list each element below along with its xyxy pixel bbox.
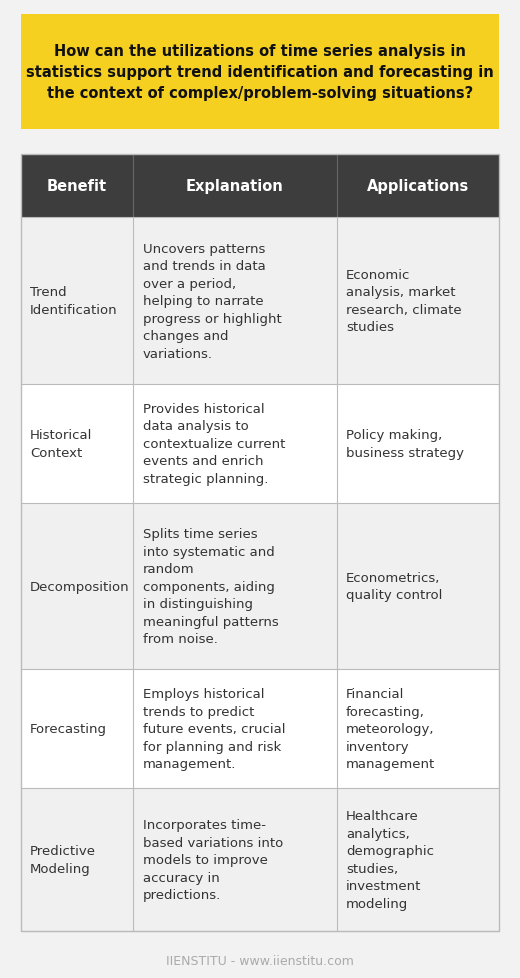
Text: Applications: Applications (367, 179, 469, 194)
Text: Economic
analysis, market
research, climate
studies: Economic analysis, market research, clim… (346, 269, 462, 334)
Text: Explanation: Explanation (186, 179, 284, 194)
Bar (21, 504, 499, 670)
Text: Econometrics,
quality control: Econometrics, quality control (346, 571, 443, 601)
Bar (21, 155, 499, 931)
Text: Predictive
Modeling: Predictive Modeling (30, 845, 96, 875)
Text: Trend
Identification: Trend Identification (30, 286, 118, 317)
Bar (21, 788, 499, 931)
Bar (21, 670, 499, 788)
Text: Provides historical
data analysis to
contextualize current
events and enrich
str: Provides historical data analysis to con… (142, 402, 285, 485)
Bar (21, 384, 499, 504)
Text: Benefit: Benefit (47, 179, 107, 194)
Text: Forecasting: Forecasting (30, 723, 107, 735)
Text: Healthcare
analytics,
demographic
studies,
investment
modeling: Healthcare analytics, demographic studie… (346, 810, 434, 910)
Text: IIENSTITU - www.iienstitu.com: IIENSTITU - www.iienstitu.com (166, 954, 354, 967)
Text: Employs historical
trends to predict
future events, crucial
for planning and ris: Employs historical trends to predict fut… (142, 688, 285, 771)
Text: Decomposition: Decomposition (30, 580, 130, 593)
Text: Incorporates time-
based variations into
models to improve
accuracy in
predictio: Incorporates time- based variations into… (142, 819, 283, 901)
Text: Splits time series
into systematic and
random
components, aiding
in distinguishi: Splits time series into systematic and r… (142, 527, 278, 645)
Text: Historical
Context: Historical Context (30, 428, 93, 459)
Bar (21, 155, 499, 218)
Text: How can the utilizations of time series analysis in
statistics support trend ide: How can the utilizations of time series … (26, 44, 494, 101)
Text: Financial
forecasting,
meteorology,
inventory
management: Financial forecasting, meteorology, inve… (346, 688, 435, 771)
Bar (21, 218, 499, 384)
Text: Policy making,
business strategy: Policy making, business strategy (346, 428, 464, 459)
Bar (21, 15, 499, 130)
Text: Uncovers patterns
and trends in data
over a period,
helping to narrate
progress : Uncovers patterns and trends in data ove… (142, 243, 281, 360)
